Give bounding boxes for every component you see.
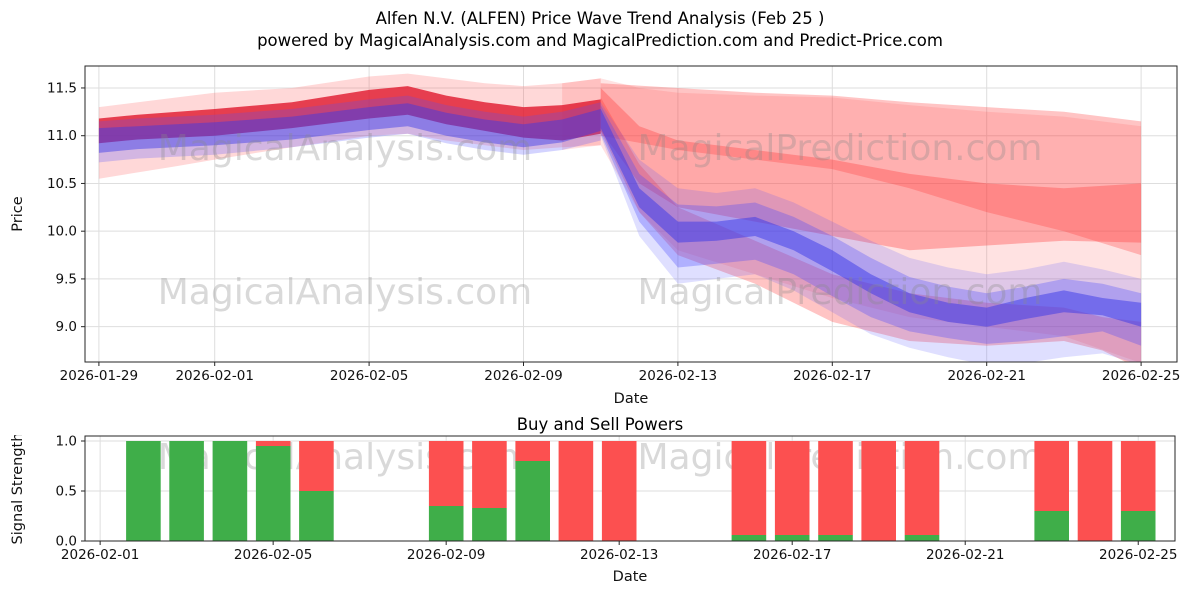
x-tick-label: 2026-02-05 [234,547,312,563]
sell-bar [1120,441,1156,511]
buy-bar [1120,511,1156,541]
sell-bar [904,441,940,535]
buy-bar [428,506,464,541]
band-red-envelope-left [98,73,601,179]
x-tick-label: 2026-01-29 [60,368,138,384]
buy-bar [774,535,810,541]
sell-bar [818,441,853,535]
x-axis-label: Date [614,391,649,407]
sell-bar [731,441,767,535]
signal-bars [126,441,1156,541]
x-tick-label: 2026-02-17 [753,547,831,563]
buy-bar [212,441,248,541]
y-tick-label: 11.5 [47,80,77,96]
plot-border [84,435,1176,542]
buy-bar [126,441,161,541]
x-tick-label: 2026-02-21 [947,368,1025,384]
x-tick-label: 2026-02-09 [407,547,485,563]
y-tick-label: 0.0 [56,534,77,550]
y-tick-label: 9.0 [56,319,77,335]
x-tick-label: 2026-02-25 [1099,547,1177,563]
buy-bar [731,535,767,541]
bar-chart-title: Buy and Sell Powers [516,415,684,434]
sell-bar [1077,441,1113,541]
buy-bar [255,446,291,541]
x-tick-label: 2026-02-13 [639,368,717,384]
sell-bar [428,441,464,506]
x-tick-label: 2026-02-01 [61,547,139,563]
sell-bar [472,441,507,508]
band-red-core [98,86,601,144]
buy-bar [299,491,334,541]
band-blue-left-core [98,103,601,153]
band-red-band-mid-right [600,88,1142,251]
x-tick-label: 2026-02-05 [330,368,408,384]
price-wave-chart: MagicalAnalysis.com MagicalPrediction.com… [10,65,1180,407]
y-tick-label: 0.5 [56,484,77,500]
y-axis-label: Price [10,196,26,231]
band-blue-fan-wide [600,102,1142,362]
watermark-text: MagicalPrediction.com [638,128,1043,169]
buy-sell-chart: MagicalAnalysis.comMagicalPrediction.com… [10,435,1177,585]
watermark-text: MagicalAnalysis.com [158,272,532,313]
gridlines [85,66,1177,362]
y-tick-label: 10.0 [47,224,77,240]
watermark-text: MagicalAnalysis.com [158,128,532,169]
band-red-band-upper-right [600,83,1142,256]
sell-bar [558,441,594,541]
sell-bar [515,441,550,461]
x-tick-label: 2026-02-09 [484,368,562,384]
watermark-text: MagicalPrediction.com [638,272,1043,313]
y-tick-label: 1.0 [56,435,77,450]
x-tick-label: 2026-02-21 [926,547,1004,563]
plot-border [84,65,1178,363]
figure-title: Alfen N.V. (ALFEN) Price Wave Trend Anal… [375,9,825,28]
sell-bar [601,441,637,541]
x-tick-label: 2026-02-17 [793,368,871,384]
x-axis-label: Date [613,569,648,585]
figure-subtitle: powered by MagicalAnalysis.com and Magic… [257,31,943,50]
x-tick-label: 2026-02-13 [580,547,658,563]
y-axis-label: Signal Strength [10,435,26,544]
buy-bar [1034,511,1069,541]
x-tick-label: 2026-02-01 [175,368,253,384]
sell-bar [774,441,810,535]
x-tick-label: 2026-02-25 [1102,368,1180,384]
y-tick-label: 11.0 [47,128,77,144]
y-tick-label: 9.5 [56,271,77,287]
sell-bar [255,441,291,446]
buy-bar [472,508,507,541]
buy-bar [169,441,204,541]
buy-bar [515,461,550,541]
y-tick-label: 10.5 [47,176,77,192]
wave-bands [98,73,1142,362]
sell-bar [861,441,896,541]
buy-bar [818,535,853,541]
band-blue-left-outer [98,95,601,163]
sell-bar [1034,441,1069,511]
band-blue-fan-core [600,109,1142,327]
band-red-envelope-right-wide [562,78,1142,362]
buy-bar [904,535,940,541]
sell-bar [299,441,334,491]
